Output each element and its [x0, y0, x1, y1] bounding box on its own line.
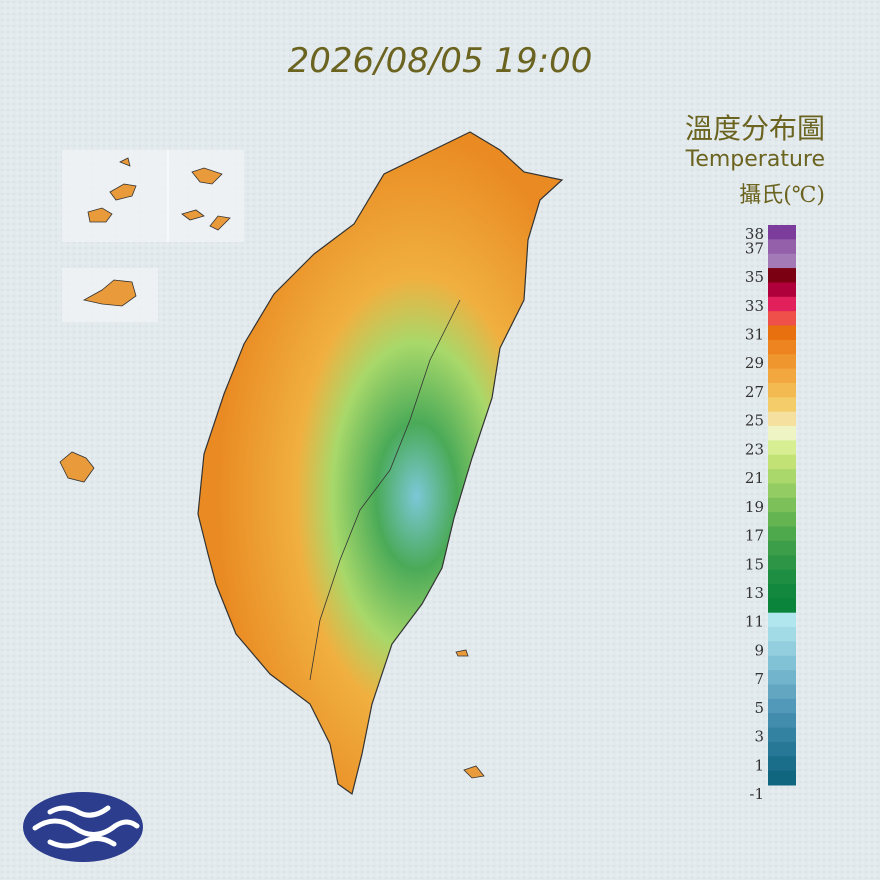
- legend-swatch: [768, 526, 796, 542]
- legend-swatch: [768, 655, 796, 671]
- legend-swatch: [768, 713, 796, 729]
- legend-title: 溫度分布圖: [685, 112, 825, 145]
- legend-swatch: [768, 612, 796, 628]
- legend-label: 15: [745, 555, 764, 573]
- legend-swatch: [768, 512, 796, 528]
- legend-swatch: [768, 555, 796, 571]
- legend-label: 29: [745, 354, 764, 372]
- legend-swatch: [768, 598, 796, 614]
- legend-swatch: [768, 368, 796, 384]
- legend-swatch: [768, 253, 796, 269]
- legend-swatch: [768, 354, 796, 370]
- legend-label: 33: [745, 297, 764, 315]
- legend-label: 1: [754, 756, 764, 774]
- legend-swatch: [768, 569, 796, 585]
- legend-swatch: [768, 339, 796, 355]
- legend-swatch: [768, 325, 796, 341]
- legend-swatch: [768, 282, 796, 298]
- legend-label: 23: [745, 440, 764, 458]
- legend-label: 7: [754, 670, 764, 688]
- taiwan: [197, 131, 564, 796]
- legend-swatch: [768, 268, 796, 283]
- legend-swatch: [768, 540, 796, 556]
- legend-label: 38: [745, 225, 764, 243]
- legend-subtitle: Temperature: [685, 147, 825, 172]
- legend-swatch: [768, 440, 796, 456]
- legend-swatch: [768, 397, 796, 413]
- datetime: 2026/08/05 19:00: [288, 41, 593, 81]
- legend-label: 9: [754, 641, 764, 659]
- legend-swatch: [768, 684, 796, 700]
- legend-swatch: [768, 225, 796, 240]
- legend-swatch: [768, 296, 796, 312]
- penghu: [59, 451, 95, 483]
- legend-label: 17: [745, 527, 764, 545]
- legend-unit: 攝氏(℃): [739, 183, 825, 208]
- legend-swatch: [768, 426, 796, 441]
- legend-label: 35: [745, 268, 764, 286]
- legend-label: 5: [754, 699, 764, 717]
- legend-label: 21: [745, 469, 764, 487]
- legend-swatch: [768, 311, 796, 327]
- legend-label: 13: [745, 584, 764, 602]
- island: [181, 167, 231, 231]
- legend-swatch: [768, 583, 796, 599]
- legend-swatch: [768, 411, 796, 427]
- legend-label: 31: [745, 326, 764, 344]
- legend-swatch: [768, 454, 796, 470]
- legend-label: 25: [745, 412, 764, 430]
- legend-swatch: [768, 239, 796, 255]
- island: [82, 279, 137, 307]
- legend-swatch: [768, 382, 796, 398]
- legend-label: 3: [754, 728, 764, 746]
- legend-label: 27: [745, 383, 764, 401]
- logo-waves: [32, 805, 140, 849]
- legend-swatch: [768, 741, 796, 757]
- legend-swatch: [768, 727, 796, 743]
- legend-swatch: [768, 756, 796, 772]
- legend-swatch: [768, 670, 796, 685]
- legend-swatch: [768, 698, 796, 714]
- legend-swatch: [768, 627, 796, 642]
- legend-label: -1: [749, 785, 764, 803]
- island: [87, 157, 137, 223]
- legend-label: 19: [745, 498, 764, 516]
- legend-swatch: [768, 770, 796, 786]
- county-border: [309, 299, 461, 681]
- legend-label: 37: [745, 239, 764, 257]
- legend-label: 11: [745, 613, 764, 631]
- legend-swatch: [768, 497, 796, 513]
- legend-swatch: [768, 483, 796, 499]
- legend-swatch: [768, 641, 796, 657]
- legend-swatch: [768, 469, 796, 484]
- island: [455, 649, 485, 779]
